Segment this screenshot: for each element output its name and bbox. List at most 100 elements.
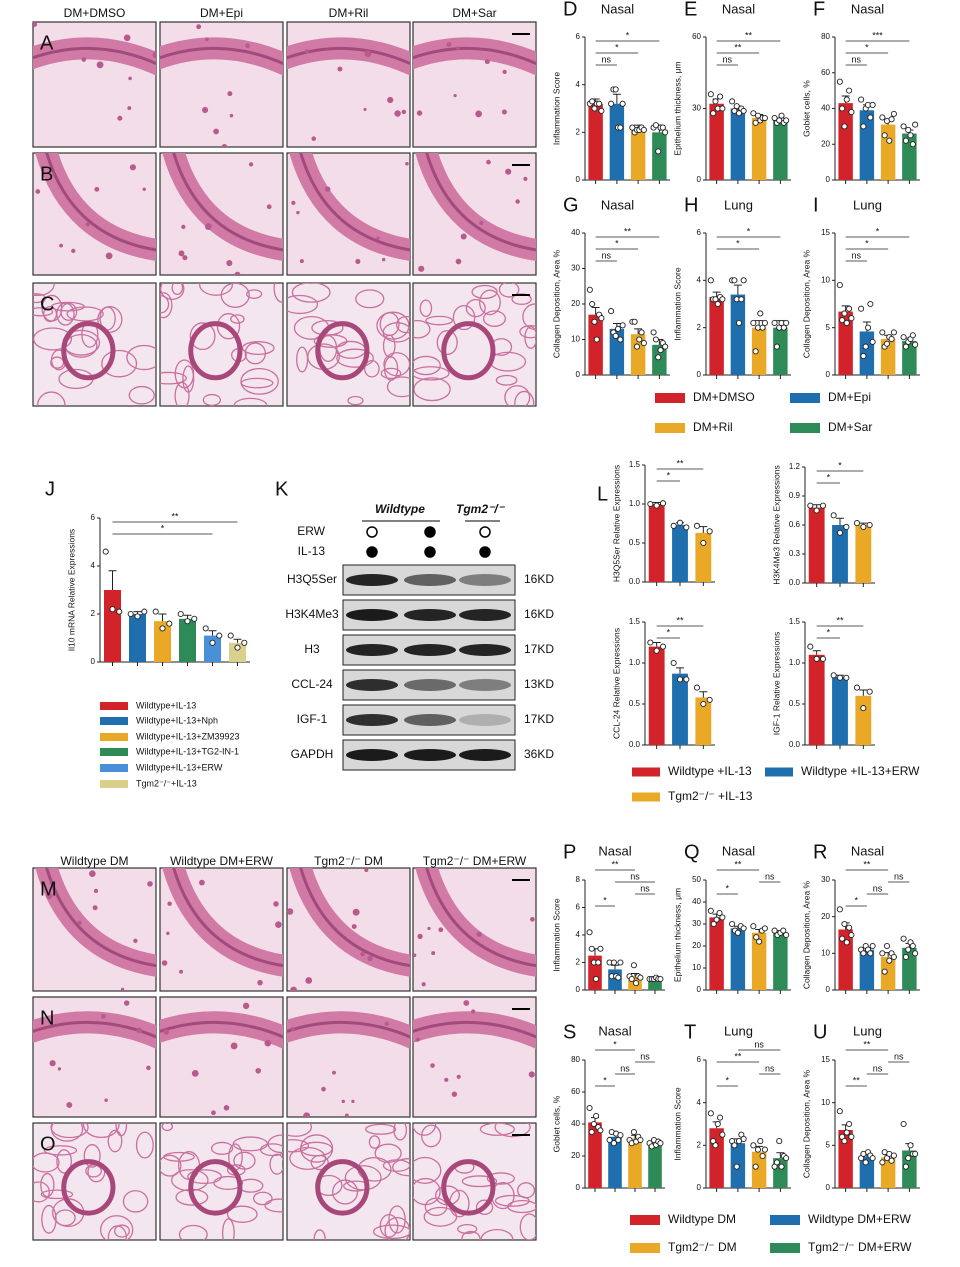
data-point [733,103,740,110]
alveolus [161,1123,173,1132]
band [346,644,398,656]
error-bar [108,570,117,590]
bar [608,1136,622,1188]
cell [430,1063,435,1068]
data-point [729,920,736,928]
alveolus [395,315,410,334]
data-point [676,676,684,683]
airway [315,321,370,381]
data-point [841,310,848,317]
tissue [287,1011,410,1117]
y-axis-label: Collagen Deposition, Area % [801,880,811,989]
data-point [706,528,713,535]
bar [630,129,646,180]
data-point [912,341,919,348]
significance-label: ** [676,615,684,625]
panel-title: Lung [853,1023,882,1038]
cell [146,1065,151,1071]
column-header: DM+Ril [329,6,369,20]
data-point [670,522,677,529]
significance-label: * [876,226,880,236]
band [346,749,398,761]
airway [61,321,116,381]
data-point [598,315,605,322]
cell [128,76,132,81]
y-tick-label: 20 [821,912,830,921]
y-tick-label: 2 [576,958,581,967]
band [404,644,456,656]
data-point [202,625,209,632]
bar [129,614,146,662]
bar [859,1156,875,1188]
epithelium-edge [299,153,410,252]
cell [275,921,282,928]
alveolus [364,359,380,378]
legend-label: Wildtype+IL-13+Nph [136,715,218,725]
data-point [864,324,872,331]
bar [751,118,767,180]
alveolus [421,1124,442,1148]
data-point [659,124,666,131]
alveolus [114,1224,130,1238]
data-point [653,502,660,509]
alveolus [40,1172,55,1198]
data-point [780,324,787,331]
data-point [780,927,787,934]
data-point [731,277,738,284]
cell [523,176,528,181]
y-tick-label: 6 [697,1055,702,1064]
significance-label: ns [722,54,732,64]
panel-title: Lung [724,1023,753,1038]
data-point [819,502,827,509]
tissue [162,153,283,275]
epithelium-edge [33,46,156,66]
data-point [683,676,690,683]
cell [205,37,209,42]
error-bar [233,638,242,643]
legend-label: DM+Ril [693,420,733,434]
alveolus [33,327,73,351]
alveolus [413,1123,437,1136]
data-point [586,929,593,936]
significance-label: * [667,627,671,637]
band [459,679,511,691]
cell [324,186,331,192]
y-tick-label: 80 [821,32,830,41]
data-point [900,334,907,341]
cell [451,1091,458,1097]
data-point [902,137,909,144]
cell [463,1000,470,1006]
alveolus [495,374,518,386]
cell [33,22,38,27]
data-point [888,1157,895,1164]
legend-swatch [632,792,660,802]
data-point [761,319,768,326]
alveolus [504,385,531,406]
data-point [761,925,768,932]
alveolus [379,312,400,337]
data-point [740,925,747,932]
data-point [836,674,844,681]
cell [104,1098,108,1102]
data-point [890,110,897,117]
y-tick-label: 4 [697,275,702,284]
cell [59,243,63,248]
y-tick-label: 0.3 [789,549,801,558]
alveolus [392,1158,410,1177]
data-point [846,87,853,94]
alveolus [135,1131,154,1159]
data-point [636,336,643,343]
y-axis-label: H3K4Me3 Relative Expressions [771,465,781,585]
alveolus [269,1153,283,1175]
data-point [731,107,738,114]
cell [211,1110,216,1116]
tissue [415,153,536,272]
panel-letter: A [40,32,54,54]
data-point [905,946,912,953]
data-point [909,141,916,148]
blot-condition: ERW [297,524,325,538]
blot-group: Tgm2⁻/⁻ [456,502,506,516]
column-header: DM+Sar [452,6,496,20]
data-point [633,980,640,987]
data-point [909,942,916,950]
